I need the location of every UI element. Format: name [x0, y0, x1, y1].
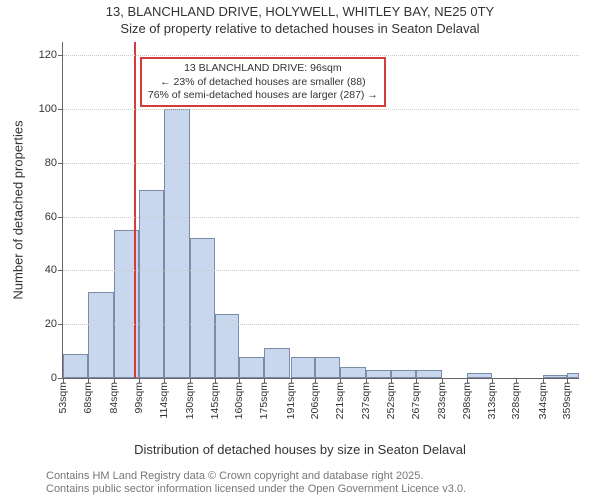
histogram-bar	[164, 109, 190, 378]
annotation-line-3: 76% of semi-detached houses are larger (…	[148, 89, 378, 102]
ytick-mark	[58, 163, 63, 164]
xtick-label: 328sqm	[510, 382, 522, 419]
ytick-label: 20	[45, 318, 57, 330]
histogram-bar	[340, 367, 366, 378]
plot-area: 13 BLANCHLAND DRIVE: 96sqm ← 23% of deta…	[62, 42, 579, 379]
histogram-bar	[543, 375, 568, 378]
ytick-mark	[58, 270, 63, 271]
chart-title: 13, BLANCHLAND DRIVE, HOLYWELL, WHITLEY …	[0, 4, 600, 36]
annotation-line-1: 13 BLANCHLAND DRIVE: 96sqm	[148, 62, 378, 75]
title-line-1: 13, BLANCHLAND DRIVE, HOLYWELL, WHITLEY …	[0, 4, 600, 19]
xtick-label: 130sqm	[184, 382, 196, 419]
histogram-bar	[88, 292, 114, 378]
xtick-label: 359sqm	[561, 382, 573, 419]
annotation-box: 13 BLANCHLAND DRIVE: 96sqm ← 23% of deta…	[140, 57, 386, 106]
gridline	[63, 270, 579, 271]
histogram-bar	[291, 357, 316, 379]
xtick-label: 267sqm	[410, 382, 422, 419]
ytick-label: 60	[45, 211, 57, 223]
gridline	[63, 109, 579, 110]
xtick-label: 221sqm	[334, 382, 346, 419]
xtick-label: 206sqm	[309, 382, 321, 419]
ytick-mark	[58, 324, 63, 325]
histogram-bar	[215, 314, 240, 379]
footer-line-1: Contains HM Land Registry data © Crown c…	[46, 470, 466, 483]
xtick-label: 84sqm	[108, 382, 120, 414]
annotation-line-2: ← 23% of detached houses are smaller (88…	[148, 76, 378, 89]
histogram-bar	[190, 238, 215, 378]
ytick-mark	[58, 109, 63, 110]
chart-root: 13, BLANCHLAND DRIVE, HOLYWELL, WHITLEY …	[0, 0, 600, 500]
footer-line-2: Contains public sector information licen…	[46, 483, 466, 496]
reference-line	[134, 42, 136, 378]
histogram-bar	[139, 190, 164, 378]
xtick-label: 114sqm	[158, 382, 170, 419]
histogram-bar	[567, 373, 579, 378]
xtick-label: 313sqm	[486, 382, 498, 419]
xtick-label: 298sqm	[461, 382, 473, 419]
xtick-label: 53sqm	[57, 382, 69, 414]
ytick-label: 100	[39, 103, 57, 115]
histogram-bar	[416, 370, 442, 378]
xtick-label: 145sqm	[209, 382, 221, 419]
gridline	[63, 55, 579, 56]
histogram-bar	[264, 348, 290, 378]
xtick-label: 283sqm	[436, 382, 448, 419]
histogram-bar	[239, 357, 264, 379]
ytick-label: 120	[39, 49, 57, 61]
gridline	[63, 163, 579, 164]
title-line-2: Size of property relative to detached ho…	[0, 21, 600, 36]
ytick-mark	[58, 55, 63, 56]
ytick-label: 40	[45, 264, 57, 276]
histogram-bar	[366, 370, 391, 378]
xtick-label: 252sqm	[385, 382, 397, 419]
gridline	[63, 217, 579, 218]
xtick-label: 237sqm	[360, 382, 372, 419]
histogram-bar	[63, 354, 88, 378]
x-axis-title: Distribution of detached houses by size …	[0, 442, 600, 457]
xtick-label: 191sqm	[285, 382, 297, 419]
footer: Contains HM Land Registry data © Crown c…	[46, 470, 466, 496]
xtick-label: 160sqm	[233, 382, 245, 419]
y-axis-title: Number of detached properties	[11, 120, 26, 299]
xtick-label: 175sqm	[258, 382, 270, 419]
xtick-label: 68sqm	[82, 382, 94, 414]
gridline	[63, 324, 579, 325]
xtick-label: 99sqm	[133, 382, 145, 414]
xtick-label: 344sqm	[537, 382, 549, 419]
histogram-bar	[467, 373, 492, 378]
ytick-mark	[58, 217, 63, 218]
histogram-bar	[315, 357, 340, 379]
histogram-bar	[391, 370, 416, 378]
ytick-label: 80	[45, 157, 57, 169]
